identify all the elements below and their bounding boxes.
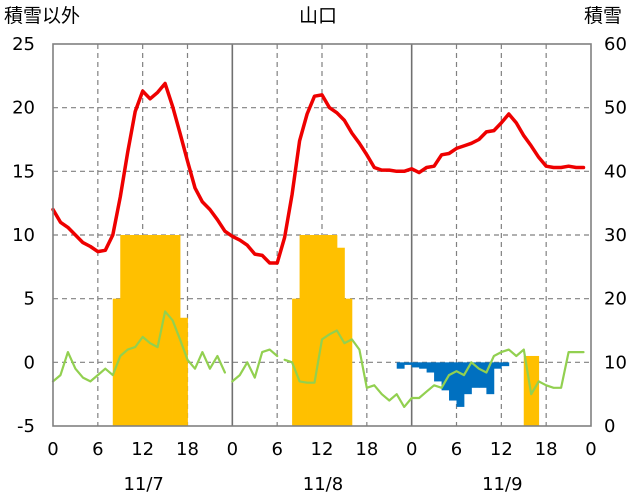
- y-tick-left-label: 5: [24, 289, 35, 310]
- y-tick-right-label: 50: [604, 98, 627, 119]
- y-tick-left-label: 20: [12, 98, 35, 119]
- y-axis-left-label: 積雪以外: [4, 5, 81, 27]
- y-tick-right-label: 0: [604, 416, 615, 437]
- snow-depth-bar: [299, 235, 308, 426]
- x-tick-label: 0: [585, 439, 596, 460]
- green-series-line: [231, 348, 279, 383]
- x-tick-label: 12: [131, 439, 154, 460]
- y-tick-right-label: 30: [604, 225, 627, 246]
- date-label: 11/9: [482, 474, 522, 495]
- x-tick-label: 18: [176, 439, 199, 460]
- y-tick-left-label: 10: [12, 225, 35, 246]
- y-tick-left-label: 0: [24, 352, 35, 373]
- y-tick-right-label: 20: [604, 289, 627, 310]
- x-tick-label: 6: [92, 439, 103, 460]
- green-series-line: [283, 329, 585, 408]
- snow-depth-bar: [314, 235, 323, 426]
- y-tick-left-label: 15: [12, 161, 35, 182]
- x-tick-label: 12: [311, 439, 334, 460]
- snow-depth-bar: [127, 235, 136, 426]
- y-axis-right-label: 積雪: [583, 5, 622, 27]
- negative-bar: [411, 362, 420, 368]
- negative-bar: [501, 362, 510, 367]
- snow-depth-bar: [165, 235, 173, 426]
- y-tick-right-label: 10: [604, 352, 627, 373]
- x-tick-label: 6: [451, 439, 462, 460]
- snow-depth-bar: [150, 235, 159, 426]
- snow-depth-bar: [292, 298, 300, 426]
- negative-bar: [396, 362, 405, 369]
- y-tick-right-label: 60: [604, 34, 627, 55]
- negative-bar: [471, 362, 480, 388]
- snow-depth-bar: [531, 355, 540, 426]
- negative-bar: [426, 362, 435, 373]
- negative-bar: [493, 362, 502, 369]
- snow-depth-bar: [322, 235, 330, 426]
- snow-depth-bar: [180, 317, 188, 426]
- negative-bar: [486, 362, 495, 395]
- snow-depth-bar: [307, 235, 315, 426]
- snow-depth-bar: [142, 235, 151, 426]
- date-label: 11/8: [303, 474, 343, 495]
- negative-bar: [441, 362, 450, 391]
- x-tick-label: 18: [355, 439, 378, 460]
- x-tick-label: 0: [406, 439, 417, 460]
- chart-title: 山口: [298, 5, 337, 27]
- negative-bar: [419, 362, 428, 369]
- x-tick-label: 18: [535, 439, 558, 460]
- snow-depth-bar: [523, 355, 532, 426]
- negative-bar: [434, 362, 442, 382]
- x-tick-label: 0: [227, 439, 238, 460]
- x-tick-label: 0: [47, 439, 58, 460]
- snow-depth-bar: [344, 298, 353, 426]
- x-tick-label: 6: [271, 439, 282, 460]
- negative-bar: [463, 362, 472, 395]
- snow-depth-bar: [329, 235, 338, 426]
- plot-frame: [52, 43, 592, 427]
- y-tick-right-label: 40: [604, 161, 627, 182]
- negative-bar: [478, 362, 487, 388]
- green-series-line: [51, 310, 226, 383]
- x-tick-label: 12: [490, 439, 513, 460]
- y-tick-left-label: 25: [12, 34, 35, 55]
- date-label: 11/7: [123, 474, 163, 495]
- snow-depth-bar: [135, 235, 144, 426]
- snow-depth-bar: [120, 235, 129, 426]
- negative-bar: [456, 362, 465, 407]
- negative-bar: [404, 362, 413, 365]
- y-tick-left-label: -5: [17, 416, 35, 437]
- negative-bar: [449, 362, 457, 401]
- temperature-line: [51, 81, 586, 265]
